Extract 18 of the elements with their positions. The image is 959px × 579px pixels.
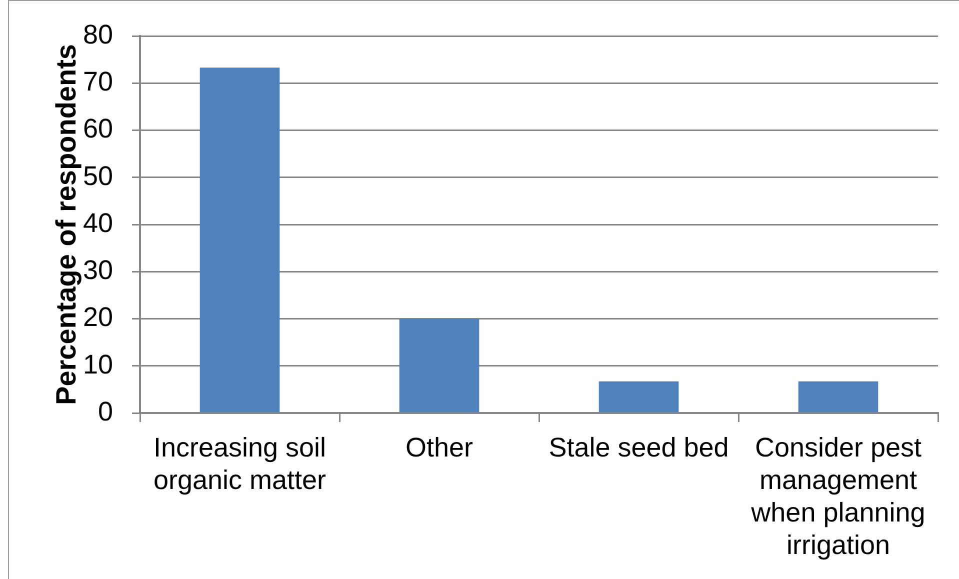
x-tick-label: Consider pest management when planning irrigation (750, 432, 926, 560)
y-axis-title: Percentage of respondents (50, 44, 82, 405)
y-tick-label: 0 (98, 396, 113, 426)
bar (598, 381, 679, 412)
y-tick-label: 50 (82, 160, 113, 191)
y-tick-label: 60 (82, 114, 113, 144)
y-tick-label: 10 (82, 349, 113, 380)
y-tick-label: 30 (82, 255, 113, 286)
y-tick-label: 20 (82, 302, 113, 332)
bar (798, 381, 878, 412)
x-tick-label: Other (405, 432, 474, 463)
bar (200, 68, 280, 412)
bar (399, 318, 480, 412)
y-tick-label: 70 (82, 66, 113, 97)
x-tick-label: Stale seed bed (548, 432, 729, 463)
y-tick-label: 40 (82, 208, 113, 238)
y-tick-label: 80 (82, 19, 113, 50)
x-tick-label: Increasing soil organic matter (153, 432, 326, 496)
